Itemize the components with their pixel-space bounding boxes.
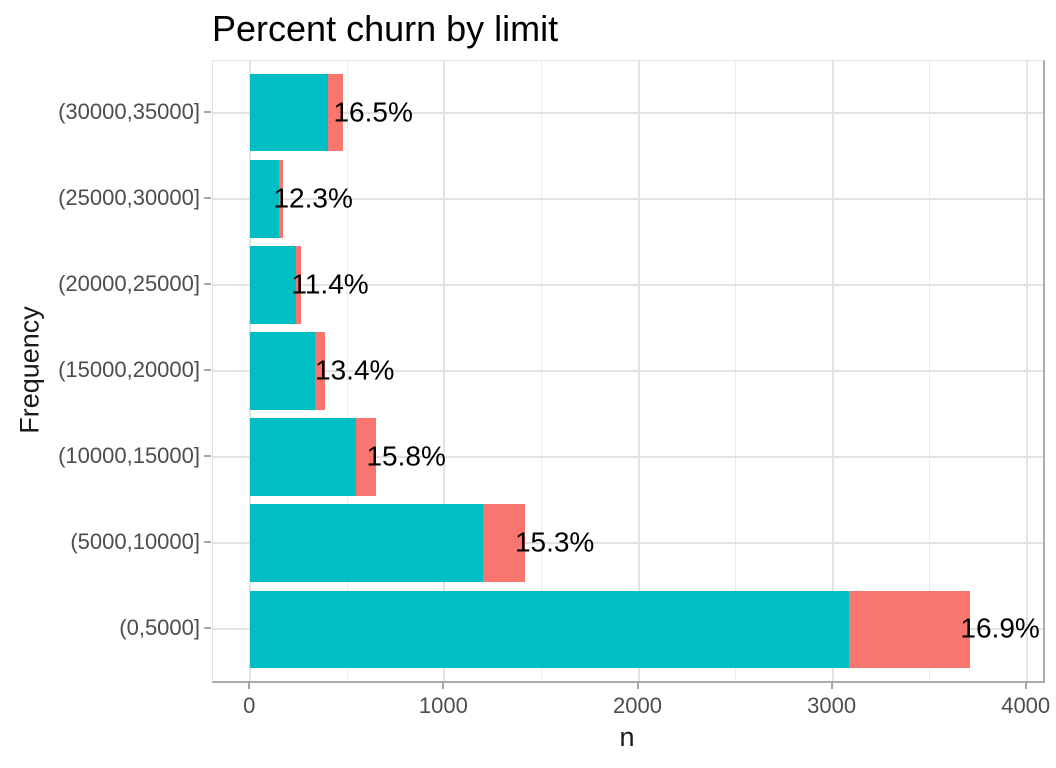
- bar-churned-segment: [295, 246, 302, 324]
- bar-retained-segment: [250, 504, 483, 582]
- chart-title: Percent churn by limit: [212, 8, 559, 49]
- bar-churned-segment: [279, 160, 284, 238]
- y-tick-label: (10000,15000]: [58, 443, 200, 469]
- x-tick-mark: [1024, 682, 1027, 689]
- bar-retained-segment: [250, 332, 315, 410]
- y-tick-mark: [204, 369, 211, 371]
- y-tick-label: (5000,10000]: [70, 529, 200, 555]
- gridline-h-major: [213, 370, 1043, 372]
- y-tick-mark: [204, 541, 211, 544]
- bar-pct-label: 12.3%: [273, 182, 353, 214]
- y-tick-mark: [204, 282, 211, 285]
- gridline-h-major: [213, 283, 1043, 286]
- y-tick-mark: [204, 196, 211, 199]
- y-tick-label: (20000,25000]: [58, 270, 200, 296]
- y-tick-label: (25000,30000]: [58, 184, 200, 210]
- bar-churned-segment: [482, 504, 525, 582]
- gridline-h-major: [213, 111, 1043, 114]
- x-tick-label: 1000: [418, 693, 468, 718]
- bar-retained-segment: [250, 73, 329, 152]
- bar-pct-label: 16.5%: [333, 96, 413, 128]
- bar-retained-segment: [250, 418, 357, 496]
- gridline-h-major: [213, 456, 1043, 459]
- x-tick-label: 3000: [807, 693, 857, 718]
- x-tick-mark: [830, 682, 833, 689]
- x-tick-label: 2000: [613, 693, 662, 718]
- bar-churned-segment: [356, 418, 377, 496]
- x-tick-mark: [442, 682, 445, 689]
- bar-churned-segment: [314, 332, 325, 410]
- bar-pct-label: 11.4%: [291, 268, 369, 300]
- bar-pct-label: 15.3%: [514, 526, 595, 558]
- x-tick-mark: [248, 682, 251, 689]
- y-tick-label: (0,5000]: [119, 615, 200, 641]
- bar-pct-label: 15.8%: [366, 440, 446, 472]
- bar-pct-label: 13.4%: [315, 354, 395, 386]
- bar-churned-segment: [328, 73, 344, 152]
- gridline-h-major: [213, 197, 1043, 200]
- bar-retained-segment: [250, 160, 280, 238]
- y-tick-mark: [204, 110, 211, 113]
- bar-churned-segment: [848, 590, 971, 669]
- y-tick-mark: [204, 627, 211, 630]
- plot-panel: 16.5% 12.3% 11.4% 13.4% 15.8% 15.3% 16.9%: [212, 60, 1045, 683]
- gridline-h-major: [213, 542, 1043, 545]
- bar-retained-segment: [250, 590, 849, 669]
- bar-retained-segment: [250, 246, 296, 324]
- x-tick-label: 4000: [1001, 693, 1051, 718]
- x-tick-label: 0: [243, 693, 256, 718]
- x-tick-mark: [636, 682, 639, 689]
- y-tick-label: (30000,35000]: [58, 98, 200, 124]
- bar-pct-label: 16.9%: [960, 612, 1040, 644]
- x-axis-title: n: [619, 722, 635, 752]
- y-tick-label: (15000,20000]: [58, 357, 200, 382]
- y-tick-mark: [204, 455, 211, 458]
